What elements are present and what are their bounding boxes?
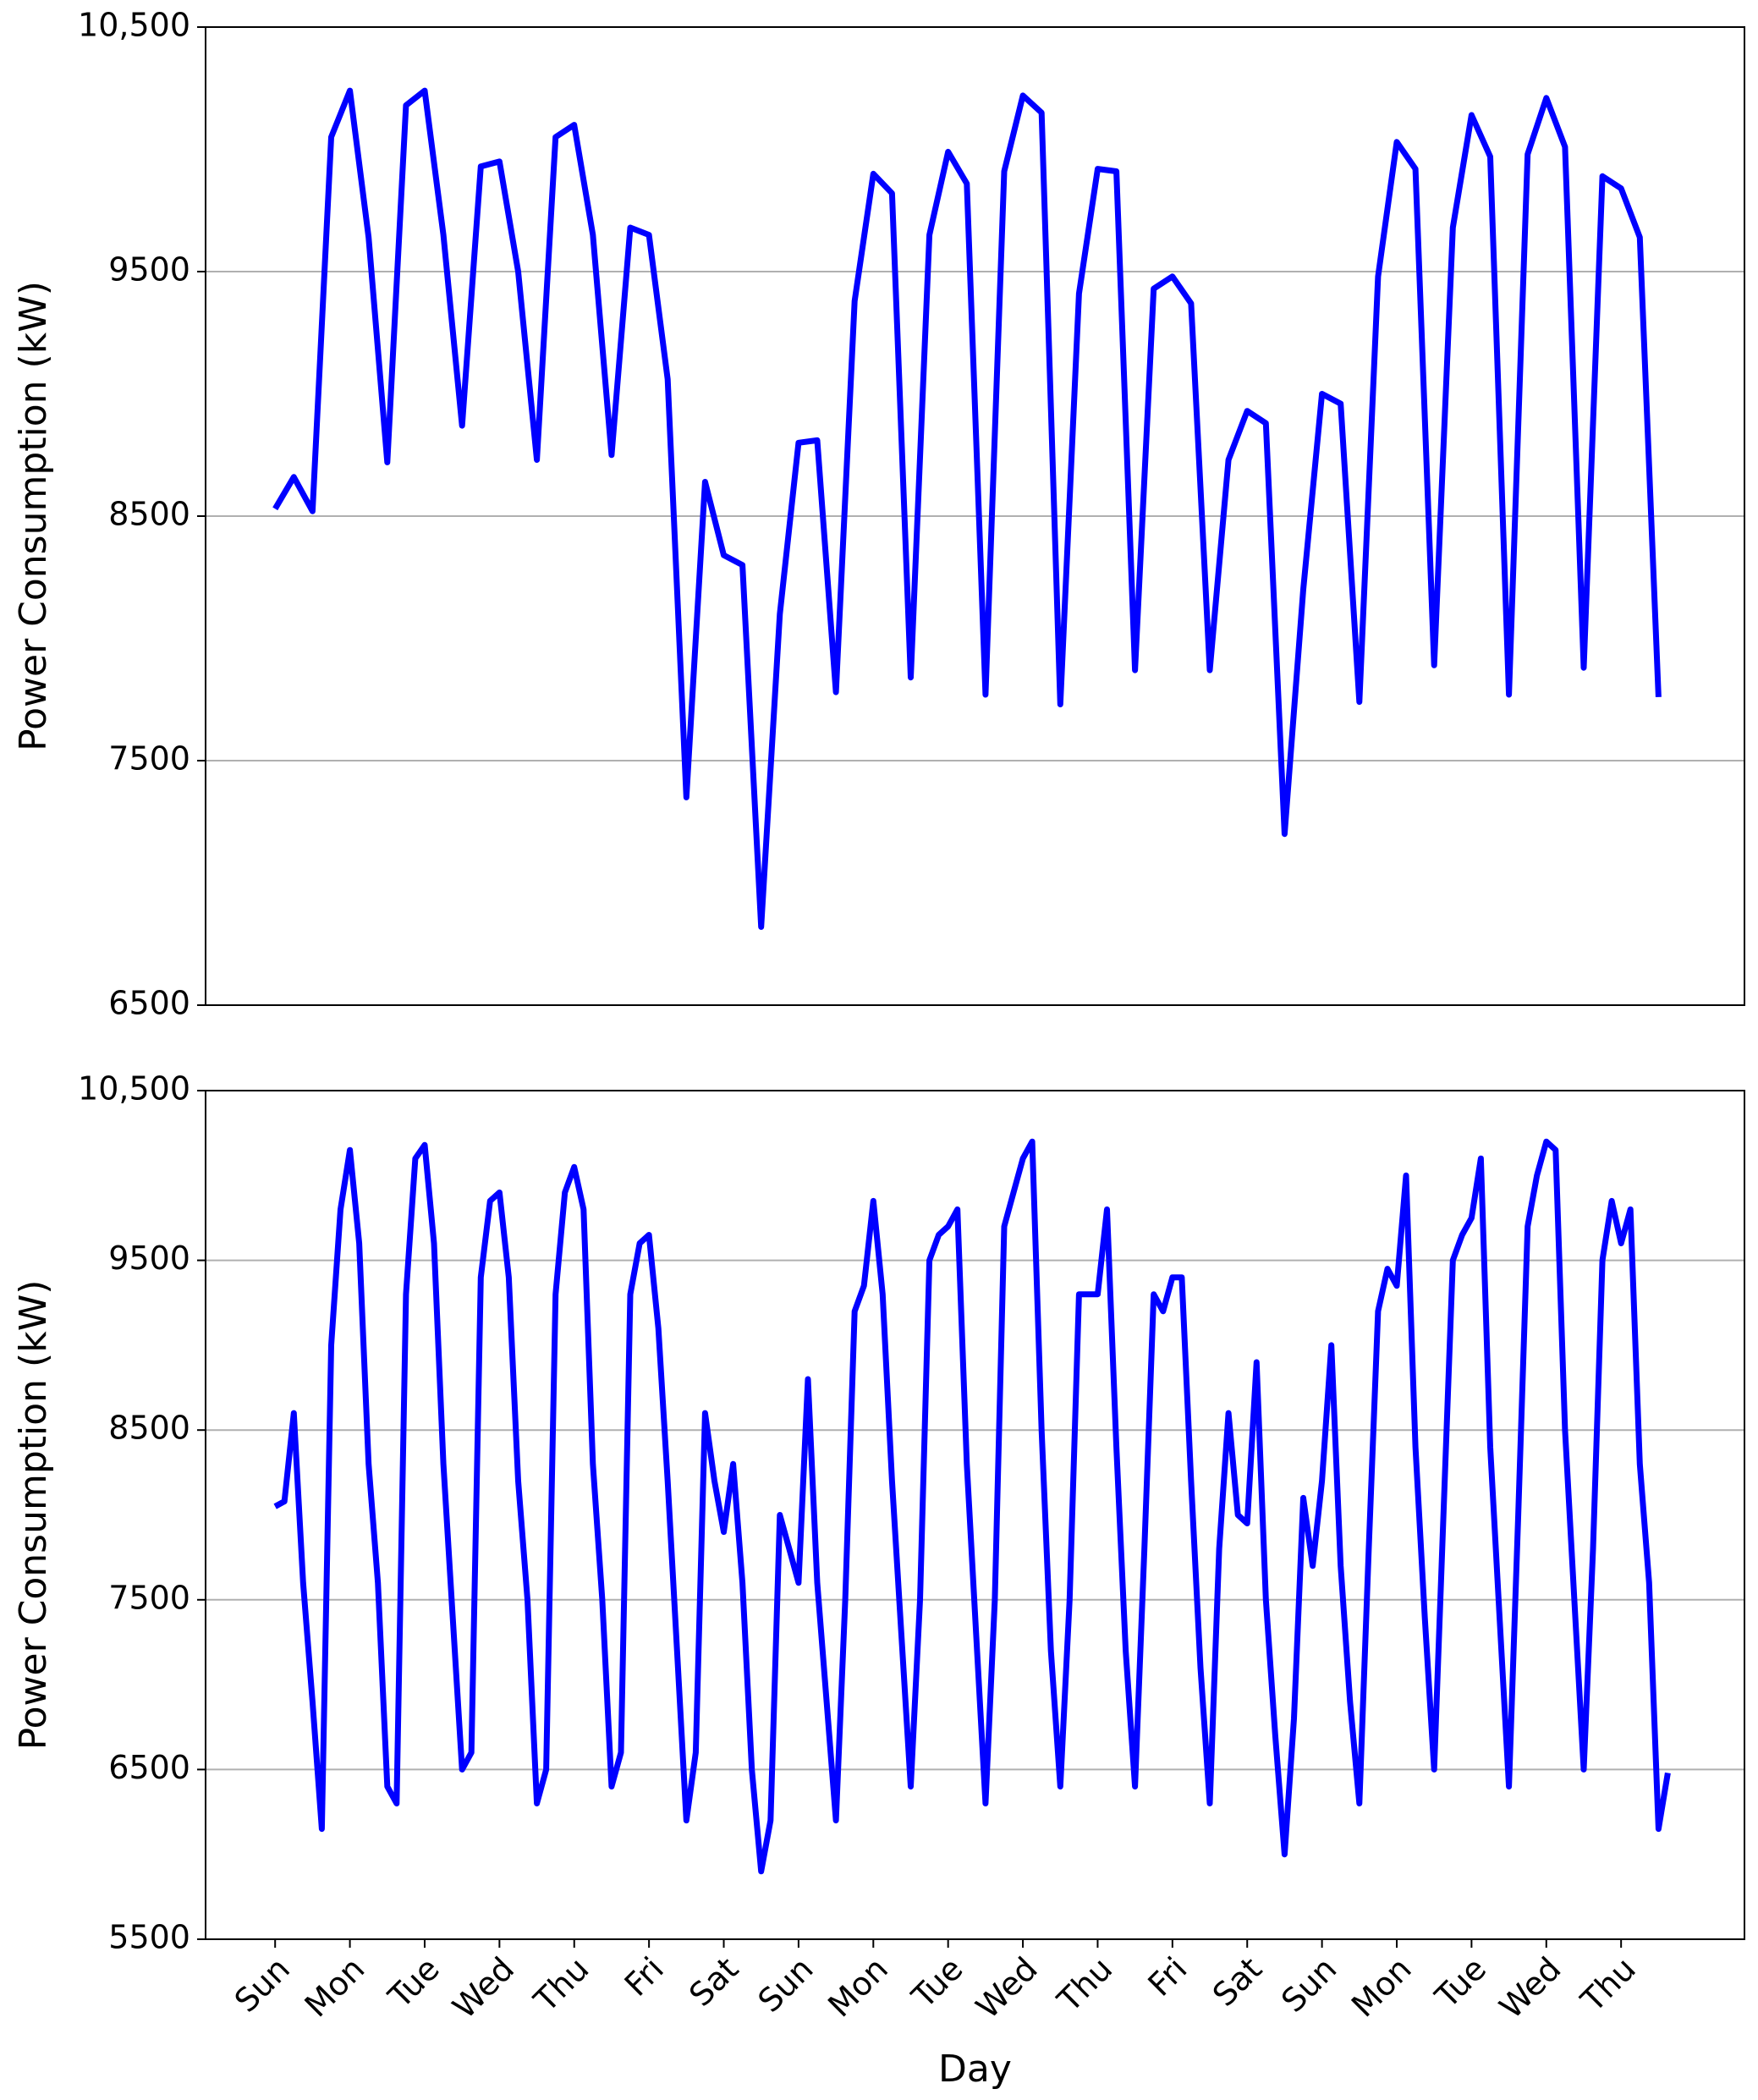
x-tick-label: Wed <box>1492 1950 1568 2026</box>
x-tick-label: Tue <box>904 1950 970 2016</box>
x-tick-label: Fri <box>618 1950 671 2004</box>
y-tick-label: 8500 <box>108 496 190 533</box>
x-tick-label: Thu <box>1050 1950 1119 2020</box>
y-tick-label: 9500 <box>108 251 190 289</box>
x-tick-label: Mon <box>298 1950 372 2025</box>
y-tick-label: 6500 <box>108 1749 190 1786</box>
x-tick-label: Wed <box>969 1950 1045 2026</box>
x-axis-label: Day <box>938 2048 1012 2091</box>
x-tick-label: Sat <box>1206 1950 1269 2014</box>
y-tick-label: 7500 <box>108 740 190 778</box>
x-tick-label: Mon <box>821 1950 895 2025</box>
x-tick-label: Sat <box>682 1950 745 2014</box>
x-tick-label: Sun <box>228 1950 297 2020</box>
x-tick-label: Tue <box>1427 1950 1493 2016</box>
y-tick-label: 8500 <box>108 1410 190 1447</box>
x-tick-label: Fri <box>1140 1950 1194 2004</box>
x-tick-label: Sun <box>750 1950 820 2020</box>
x-tick-label: Tue <box>381 1950 447 2016</box>
y-tick-label: 9500 <box>108 1240 190 1277</box>
data-line <box>273 1138 1671 1875</box>
y-axis-label: Power Consumption (kW) <box>12 1280 55 1751</box>
plot-frame <box>205 26 1745 1006</box>
x-tick-label: Sun <box>1274 1950 1343 2020</box>
y-axis-label: Power Consumption (kW) <box>12 281 55 751</box>
y-tick-label: 7500 <box>108 1579 190 1616</box>
y-tick-label: 6500 <box>108 985 190 1022</box>
y-tick-label: 5500 <box>108 1919 190 1956</box>
x-tick-label: Wed <box>445 1950 521 2026</box>
x-tick-label: Thu <box>526 1950 596 2020</box>
plot-frame <box>205 1090 1745 1940</box>
x-tick-label: Mon <box>1344 1950 1419 2025</box>
y-tick-label: 10,500 <box>78 7 190 44</box>
y-tick-label: 10,500 <box>78 1070 190 1108</box>
x-tick-label: Thu <box>1574 1950 1643 2020</box>
data-line <box>272 87 1662 930</box>
